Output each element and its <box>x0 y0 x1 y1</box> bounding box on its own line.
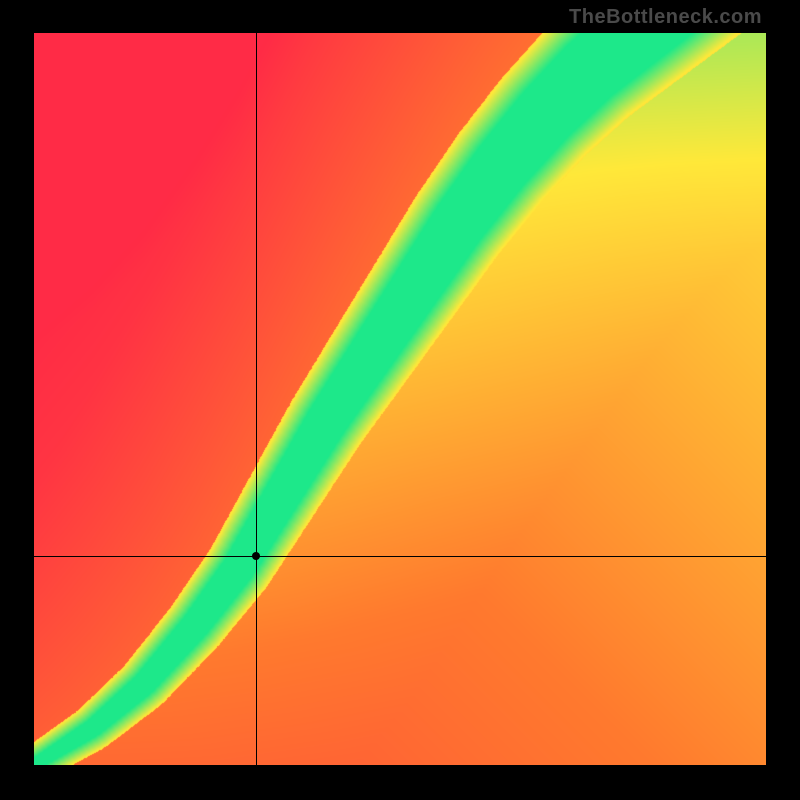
heatmap-canvas <box>34 33 766 765</box>
marker-dot <box>252 552 260 560</box>
heatmap-plot <box>34 33 766 765</box>
crosshair-horizontal <box>34 556 766 557</box>
watermark-text: TheBottleneck.com <box>569 6 762 29</box>
crosshair-vertical <box>256 33 257 765</box>
